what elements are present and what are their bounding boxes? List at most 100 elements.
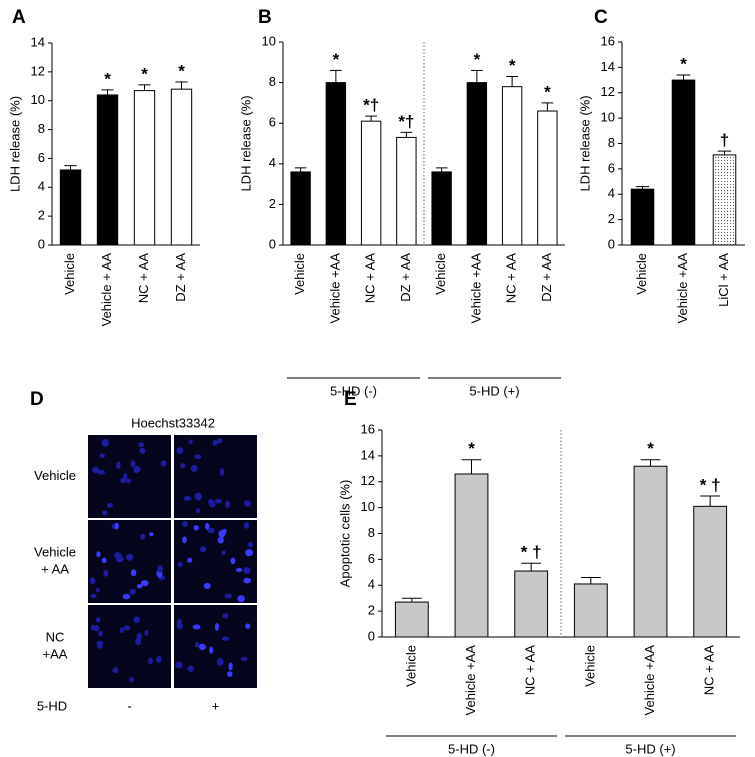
x-tick-label: LiCl + AA — [716, 253, 731, 307]
y-axis-label: Apoptotic cells (%) — [337, 480, 352, 588]
nucleus — [177, 561, 183, 567]
nucleus — [96, 551, 101, 558]
x-tick-label: NC + AA — [363, 253, 378, 304]
nucleus — [160, 460, 167, 467]
y-tick-label: 10 — [601, 110, 615, 125]
bar — [396, 136, 417, 246]
nucleus — [103, 569, 109, 577]
nucleus — [244, 500, 252, 507]
x-tick-label: NC + AA — [136, 253, 151, 304]
x-tick-label: DZ + AA — [173, 253, 188, 302]
bar — [671, 79, 696, 246]
nucleus — [182, 521, 188, 527]
nucleus — [187, 557, 193, 563]
significance: * † — [700, 475, 721, 494]
y-tick-label: 8 — [608, 135, 615, 150]
significance: * — [680, 54, 687, 73]
nucleus — [198, 643, 206, 651]
nucleus — [112, 667, 119, 674]
x-tick-label: DZ + AA — [398, 253, 413, 302]
x-tick-label: Vehicle — [634, 253, 649, 295]
x-tick-label: NC + AA — [504, 253, 519, 304]
nucleus — [230, 557, 236, 565]
y-tick-label: 16 — [601, 33, 615, 48]
x-tick-label: Vehicle +AA — [463, 645, 478, 716]
significance: * — [141, 64, 148, 83]
y-axis-label: LDH release (%) — [7, 96, 22, 192]
y-tick-label: 2 — [38, 208, 45, 223]
nucleus — [204, 522, 210, 530]
nucleus — [148, 532, 154, 537]
y-tick-label: 14 — [31, 34, 45, 49]
x-tick-label: Vehicle + AA — [99, 253, 114, 327]
micrograph — [174, 605, 257, 688]
nucleus — [240, 656, 248, 661]
nucleus — [140, 579, 149, 587]
x-tick-label: Vehicle — [582, 645, 597, 687]
micrograph — [174, 520, 257, 603]
y-tick-label: 8 — [269, 74, 276, 89]
group-label: 5-HD (-) — [330, 383, 377, 398]
x-tick-label: Vehicle +AA — [675, 253, 690, 324]
nucleus — [183, 495, 192, 502]
panel-letter: B — [258, 7, 272, 28]
nucleus — [245, 549, 253, 557]
x-tick-label: NC + AA — [702, 645, 717, 696]
row-label: + AA — [41, 561, 69, 576]
significance: * † — [521, 543, 542, 562]
bar — [96, 94, 119, 246]
bar — [630, 188, 655, 246]
bar — [573, 583, 608, 638]
group-label: 5-HD (+) — [625, 741, 675, 756]
nucleus — [222, 613, 229, 619]
nucleus — [212, 439, 218, 446]
panel-letter: C — [594, 7, 608, 28]
nucleus — [222, 528, 227, 535]
nucleus — [216, 438, 223, 444]
panel-letter: A — [12, 7, 26, 28]
y-tick-label: 12 — [31, 63, 45, 78]
nucleus — [125, 553, 134, 561]
nucleus — [130, 460, 136, 468]
nucleus — [106, 502, 113, 508]
x-tick-label: Vehicle — [62, 253, 77, 295]
panel-letter: D — [30, 389, 44, 410]
bar — [394, 601, 429, 638]
x-tick-label: Vehicle — [292, 253, 307, 295]
bar — [133, 90, 156, 246]
nucleus — [190, 465, 198, 472]
nucleus — [243, 567, 251, 574]
nucleus — [101, 557, 107, 564]
nucleus — [245, 623, 251, 629]
y-tick-label: 2 — [608, 211, 615, 226]
y-tick-label: 8 — [38, 121, 45, 136]
y-tick-label: 0 — [269, 236, 276, 251]
footer-label: 5-HD — [37, 698, 67, 713]
nucleus — [89, 577, 96, 585]
nucleus — [135, 637, 142, 646]
nucleus — [90, 593, 97, 599]
nucleus — [203, 582, 211, 590]
y-tick-label: 10 — [31, 92, 45, 107]
nucleus — [114, 552, 122, 559]
x-tick-label: NC + AA — [523, 645, 538, 696]
y-tick-label: 14 — [601, 59, 615, 74]
x-tick-label: Vehicle — [433, 253, 448, 295]
nucleus — [221, 636, 230, 641]
panel-letter: E — [344, 389, 357, 410]
group-label: 5-HD (-) — [448, 741, 495, 756]
nucleus — [136, 584, 143, 589]
nucleus — [138, 442, 145, 448]
nucleus — [176, 447, 184, 454]
bar — [633, 465, 668, 638]
y-tick-label: 4 — [368, 577, 375, 592]
y-tick-label: 2 — [368, 603, 375, 618]
significance: * — [544, 82, 551, 101]
nucleus — [98, 630, 103, 637]
y-tick-label: 14 — [361, 447, 375, 462]
nucleus — [247, 542, 254, 548]
significance: * — [104, 69, 111, 88]
nucleus — [207, 527, 215, 534]
nucleus — [224, 593, 233, 599]
y-tick-label: 6 — [269, 115, 276, 130]
